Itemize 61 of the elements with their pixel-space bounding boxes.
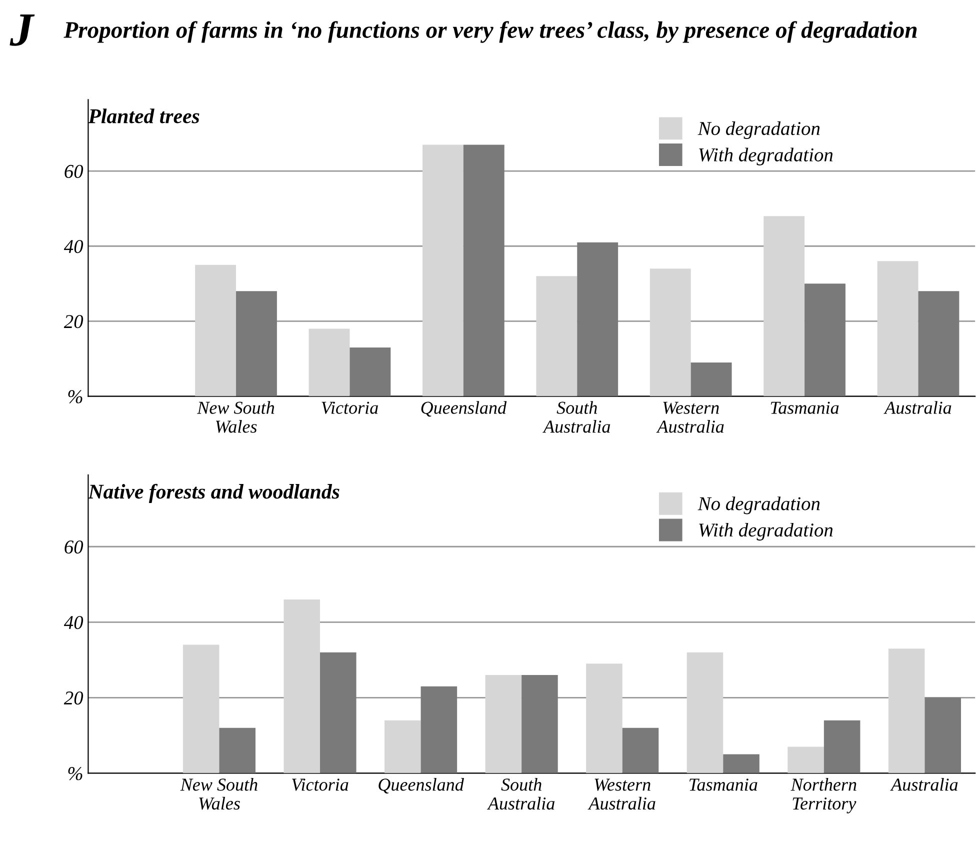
bar xyxy=(586,664,622,774)
chart-title: Native forests and woodlands xyxy=(88,484,340,503)
bar xyxy=(924,698,961,774)
bar xyxy=(320,652,356,774)
x-tick-label: Victoria xyxy=(322,402,378,414)
x-tick-label: Queensland xyxy=(421,401,507,417)
x-tick-label: South Australia xyxy=(542,401,610,433)
x-tick-label: New South Wales xyxy=(180,778,258,810)
y-tick-label: 60 xyxy=(64,540,84,554)
bar xyxy=(219,728,256,774)
y-tick-label: 40 xyxy=(64,616,84,630)
bar xyxy=(536,276,578,396)
bar xyxy=(788,746,824,774)
x-tick-label: Tasmania xyxy=(690,778,758,791)
x-tick-label: Northern Territory xyxy=(790,778,856,814)
x-tick-label: Western Australia xyxy=(656,402,724,433)
y-tick-label: % xyxy=(68,390,82,404)
x-tick-label: Australia xyxy=(884,401,952,414)
bar xyxy=(420,686,458,774)
bar xyxy=(195,264,236,396)
bar xyxy=(577,242,618,396)
bar xyxy=(384,720,421,774)
legend-label: No degradation xyxy=(698,121,820,140)
bar xyxy=(463,144,504,396)
y-tick-label: 20 xyxy=(64,691,84,705)
bar xyxy=(308,328,350,396)
bar xyxy=(350,348,391,396)
legend-label: No degradation xyxy=(698,496,820,514)
x-tick-label: New South Wales xyxy=(197,401,274,433)
bar xyxy=(182,644,220,774)
bar xyxy=(888,648,925,774)
x-tick-label: Queensland xyxy=(378,778,464,794)
y-tick-label: % xyxy=(68,766,82,780)
bar xyxy=(918,291,960,396)
text: Proportion of farms in ‘no functions or very few trees’ class, by presence of degradation xyxy=(64,21,917,43)
legend-label: With degradation xyxy=(699,522,833,541)
x-tick-label: Western Australia xyxy=(588,778,656,810)
bar xyxy=(824,720,860,774)
x-tick-label: South Australia xyxy=(486,778,554,810)
bar xyxy=(723,754,760,774)
bar xyxy=(236,291,277,396)
bar xyxy=(650,268,691,396)
bar xyxy=(804,284,846,396)
legend-label: With degradation xyxy=(699,148,833,166)
bar xyxy=(690,362,732,396)
y-tick-label: 40 xyxy=(64,240,84,254)
y-tick-label: 60 xyxy=(64,164,84,178)
bar xyxy=(284,599,320,774)
bar xyxy=(622,728,659,774)
x-tick-label: Australia xyxy=(890,778,958,791)
bar xyxy=(422,144,464,396)
x-tick-label: Tasmania xyxy=(770,402,839,414)
bar xyxy=(764,216,805,396)
bar xyxy=(686,652,724,774)
bar xyxy=(485,675,522,774)
bar xyxy=(877,261,918,396)
bar xyxy=(522,675,558,774)
x-tick-label: Victoria xyxy=(292,778,348,791)
y-tick-label: 20 xyxy=(64,315,84,328)
text: J xyxy=(10,14,35,46)
chart-title: Planted trees xyxy=(88,108,200,124)
